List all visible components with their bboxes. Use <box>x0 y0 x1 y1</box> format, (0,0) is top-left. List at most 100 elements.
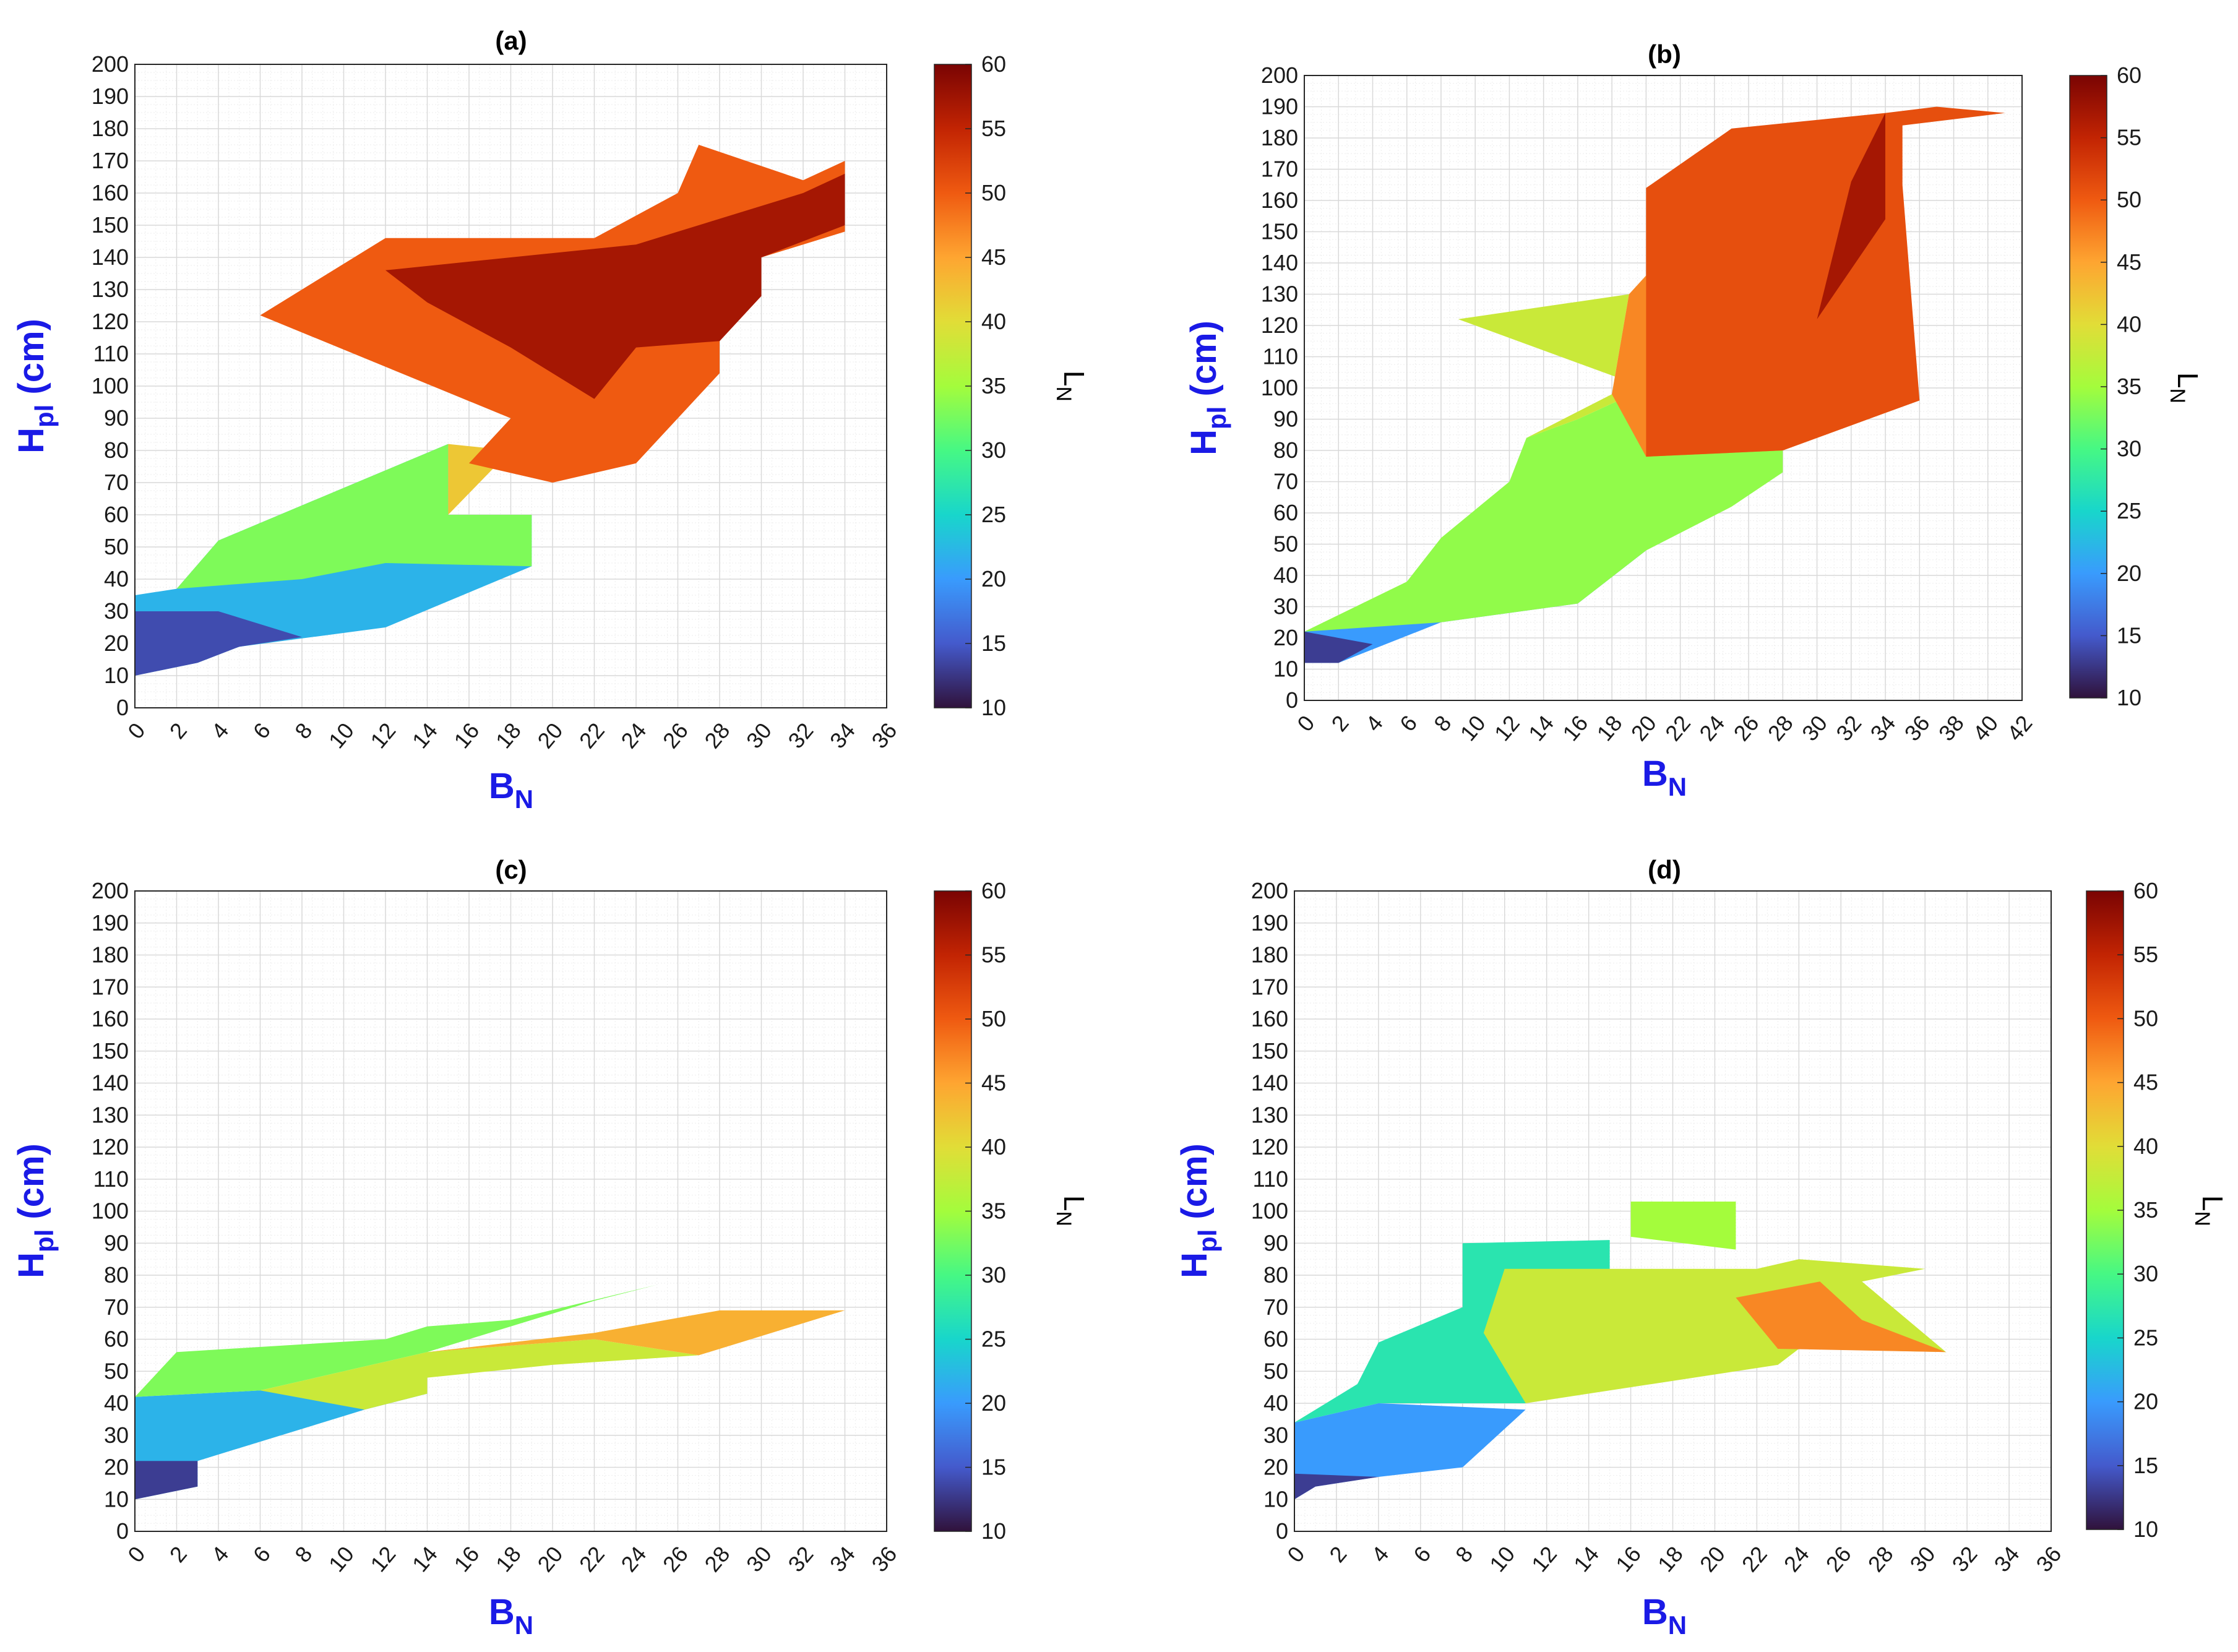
x-tick-label: 14 <box>1569 1541 1604 1577</box>
y-tick-label: 170 <box>92 148 129 173</box>
y-tick-label: 90 <box>104 405 129 431</box>
colorbar-tick-label: 10 <box>981 695 1006 720</box>
x-tick-label: 6 <box>248 1541 275 1567</box>
y-tick-label: 150 <box>92 1038 129 1064</box>
colorbar-tick-label: 40 <box>981 309 1006 334</box>
colorbar-tick-label: 50 <box>981 1006 1006 1031</box>
y-tick-label: 0 <box>1276 1518 1288 1544</box>
y-tick-label: 140 <box>92 1070 129 1096</box>
data-regions <box>135 145 845 676</box>
x-tick-label: 28 <box>699 718 734 753</box>
colorbar-tick-label: 40 <box>2117 311 2141 337</box>
x-tick-label: 22 <box>1660 710 1695 746</box>
data-region <box>260 1339 699 1410</box>
x-tick-label: 22 <box>1737 1541 1772 1577</box>
x-tick-label: 14 <box>1523 710 1559 746</box>
x-tick-label: 16 <box>449 718 484 753</box>
panel-2: 0102030405060708090100110120130140150160… <box>11 855 1090 1640</box>
x-tick-label: 4 <box>206 1541 233 1567</box>
x-tick-label: 18 <box>491 718 526 753</box>
y-tick-label: 90 <box>104 1230 129 1255</box>
y-tick-label: 130 <box>1261 282 1298 307</box>
panel-3: 0102030405060708090100110120130140150160… <box>1174 855 2229 1640</box>
y-tick-label: 90 <box>1263 1230 1288 1255</box>
colorbar-tick-label: 25 <box>2117 498 2141 523</box>
colorbar-tick-label: 50 <box>981 180 1006 205</box>
y-tick-label: 120 <box>92 1134 129 1159</box>
x-tick-label: 34 <box>1989 1541 2024 1577</box>
x-tick-label: 28 <box>1863 1541 1898 1577</box>
y-tick-label: 200 <box>92 51 129 77</box>
y-tick-label: 80 <box>104 437 129 463</box>
y-tick-label: 10 <box>104 663 129 688</box>
y-tick-label: 20 <box>1273 625 1298 650</box>
x-tick-label: 16 <box>1611 1541 1646 1577</box>
y-tick-label: 190 <box>92 910 129 936</box>
x-tick-label: 8 <box>1450 1541 1478 1567</box>
x-tick-label: 32 <box>783 1541 818 1577</box>
y-tick-label: 100 <box>1251 1198 1288 1224</box>
data-region <box>1294 1403 1526 1500</box>
x-tick-label: 6 <box>248 718 275 744</box>
y-tick-label: 150 <box>92 212 129 238</box>
y-tick-label: 120 <box>1251 1134 1288 1159</box>
y-tick-label: 30 <box>1273 594 1298 619</box>
y-tick-label: 180 <box>92 116 129 141</box>
data-region <box>1736 1281 1947 1353</box>
data-region <box>1458 294 1646 438</box>
x-tick-label: 4 <box>1366 1541 1393 1567</box>
chart-title: (a) <box>495 26 527 55</box>
colorbar-tick-label: 55 <box>2133 942 2158 967</box>
y-tick-label: 50 <box>1273 531 1298 557</box>
y-tick-label: 60 <box>104 1327 129 1352</box>
y-tick-label: 120 <box>1261 312 1298 338</box>
x-tick-label: 40 <box>1968 710 2003 746</box>
data-region <box>1630 1202 1736 1250</box>
colorbar-tick-label: 20 <box>2133 1389 2158 1414</box>
y-tick-label: 150 <box>1261 219 1298 244</box>
y-tick-label: 180 <box>1261 125 1298 150</box>
y-tick-label: 170 <box>92 974 129 999</box>
y-tick-label: 130 <box>92 277 129 302</box>
colorbar-tick-label: 15 <box>2133 1453 2158 1478</box>
colorbar-tick-label: 55 <box>981 942 1006 968</box>
x-tick-label: 24 <box>1694 710 1729 746</box>
x-tick-label: 34 <box>1865 710 1900 746</box>
y-tick-label: 80 <box>1273 437 1298 463</box>
x-tick-label: 32 <box>783 718 818 753</box>
x-tick-label: 30 <box>1905 1541 1940 1577</box>
colorbar-tick-label: 25 <box>981 502 1006 527</box>
data-regions <box>135 1284 845 1500</box>
data-region <box>135 611 302 676</box>
x-tick-label: 34 <box>825 1541 860 1577</box>
y-tick-label: 200 <box>92 878 129 903</box>
axes-box <box>134 890 887 1532</box>
x-tick-label: 22 <box>574 1541 609 1577</box>
data-regions <box>1294 1202 1947 1500</box>
y-tick-label: 140 <box>1261 250 1298 275</box>
colorbar-tick-label: 20 <box>981 1390 1006 1416</box>
y-tick-label: 110 <box>1263 344 1298 369</box>
y-tick-label: 170 <box>1261 157 1298 182</box>
y-tick-label: 70 <box>104 1294 129 1320</box>
y-tick-label: 80 <box>104 1262 129 1288</box>
x-tick-label: 14 <box>407 1541 442 1577</box>
colorbar-tick-label: 20 <box>2117 561 2141 586</box>
y-tick-label: 20 <box>104 1455 129 1480</box>
colorbar-tick-label: 45 <box>981 244 1006 270</box>
x-tick-label: 10 <box>1455 710 1491 746</box>
x-tick-label: 2 <box>165 1541 192 1567</box>
x-tick-label: 36 <box>2031 1541 2066 1577</box>
y-tick-label: 200 <box>1261 62 1298 88</box>
colorbar-tick-label: 45 <box>2117 249 2141 275</box>
x-tick-label: 26 <box>658 718 693 753</box>
x-tick-label: 34 <box>825 718 860 753</box>
x-tick-label: 12 <box>1489 710 1525 746</box>
x-tick-label: 0 <box>123 1541 150 1567</box>
colorbar-tick-label: 35 <box>981 373 1006 398</box>
y-tick-label: 60 <box>1263 1327 1288 1352</box>
colorbar-tick-label: 50 <box>2133 1005 2158 1031</box>
y-tick-label: 160 <box>1251 1006 1288 1031</box>
y-tick-label: 40 <box>1273 562 1298 588</box>
x-axis-label: BN <box>489 766 533 814</box>
